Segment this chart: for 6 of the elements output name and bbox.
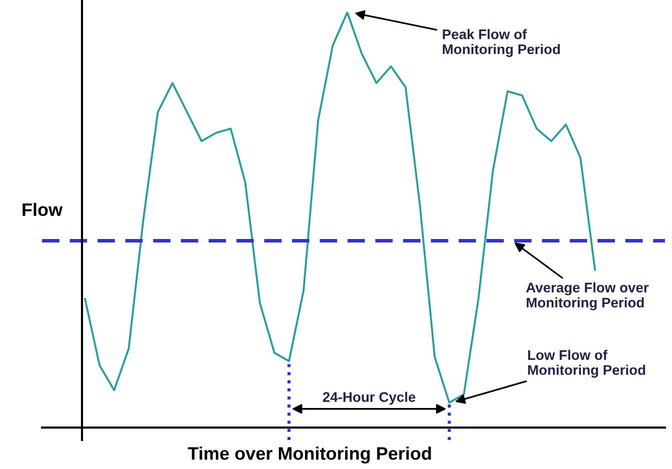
y-axis-title: Flow xyxy=(22,202,63,216)
x-axis-title: Time over Monitoring Period xyxy=(188,446,431,464)
annotation: Low Flow of Monitoring Period xyxy=(528,350,646,378)
annotation: 24-Hour Cycle xyxy=(322,392,416,405)
annotation: Peak Flow of Monitoring Period xyxy=(442,29,560,57)
annotation: Average Flow over Monitoring Period xyxy=(526,282,649,310)
